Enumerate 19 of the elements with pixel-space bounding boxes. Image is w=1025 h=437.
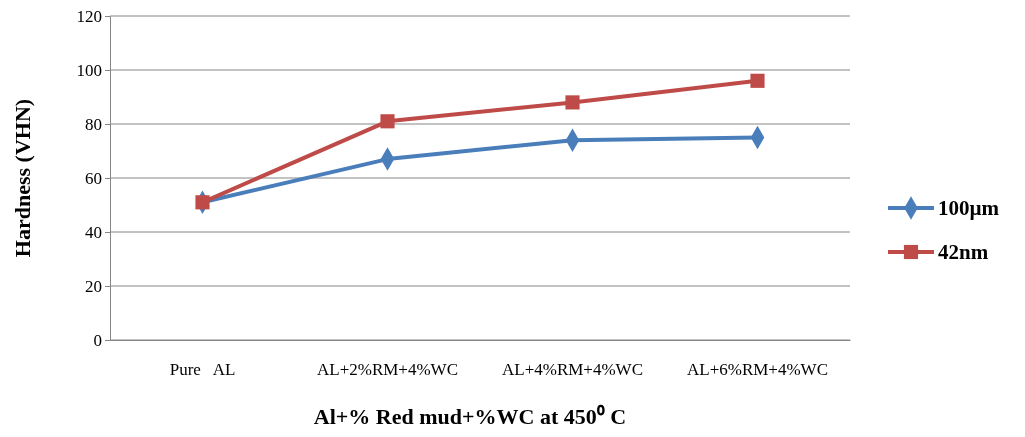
- legend-label: 42nm: [938, 240, 989, 265]
- x-tick-label: AL+2%RM+4%WC: [317, 360, 458, 380]
- y-tick-label: 120: [76, 6, 102, 26]
- y-tick-label: 80: [85, 114, 102, 134]
- y-tick-label: 0: [93, 330, 102, 350]
- y-tick-label: 20: [85, 276, 102, 296]
- x-tick-label: Pure AL: [169, 360, 236, 380]
- y-tick-label: 100: [76, 60, 102, 80]
- y-axis-title: Hardness (VHN): [10, 98, 35, 258]
- legend-label: 100µm: [938, 196, 1000, 221]
- x-tick-label: AL+6%RM+4%WC: [687, 360, 828, 380]
- point: [195, 195, 210, 210]
- point: [380, 114, 395, 129]
- y-tick-label: 40: [85, 222, 102, 242]
- x-tick-label: AL+4%RM+4%WC: [502, 360, 643, 380]
- x-axis-title: Al+% Red mud+%WC at 450⁰ C: [313, 404, 627, 429]
- y-tick-label: 60: [85, 168, 102, 188]
- point: [750, 73, 765, 88]
- point: [565, 95, 580, 110]
